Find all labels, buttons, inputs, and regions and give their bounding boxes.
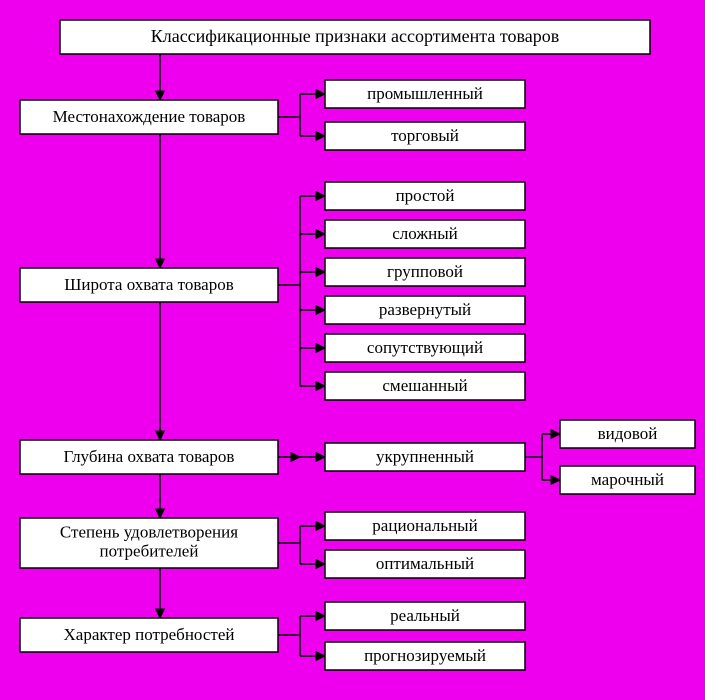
node-w_3: групповой xyxy=(325,258,525,286)
node-label: торговый xyxy=(391,126,459,145)
node-loc_2: торговый xyxy=(325,122,525,150)
node-label: развернутый xyxy=(379,300,471,319)
node-w_1: простой xyxy=(325,182,525,210)
node-width: Широта охвата товаров xyxy=(20,268,278,302)
node-n_1: реальный xyxy=(325,602,525,630)
node-label: укрупненный xyxy=(376,447,474,466)
node-label: Широта охвата товаров xyxy=(64,275,233,294)
node-label: Глубина охвата товаров xyxy=(64,447,235,466)
node-w_6: смешанный xyxy=(325,372,525,400)
node-label: промышленный xyxy=(367,84,483,103)
node-loc_1: промышленный xyxy=(325,80,525,108)
node-w_5: сопутствующий xyxy=(325,334,525,362)
node-w_2: сложный xyxy=(325,220,525,248)
node-label: смешанный xyxy=(382,376,467,395)
node-depth: Глубина охвата товаров xyxy=(20,440,278,474)
node-label: Характер потребностей xyxy=(64,625,235,644)
node-label: прогнозируемый xyxy=(364,646,486,665)
node-label-line2: потребителей xyxy=(100,541,199,560)
node-label: простой xyxy=(396,186,455,205)
node-d_1b: марочный xyxy=(560,466,695,494)
node-s_2: оптимальный xyxy=(325,550,525,578)
node-label: реальный xyxy=(390,606,460,625)
node-label: видовой xyxy=(598,424,658,443)
node-label: Местонахождение товаров xyxy=(53,107,246,126)
node-label: групповой xyxy=(387,262,463,281)
node-w_4: развернутый xyxy=(325,296,525,324)
node-label: сложный xyxy=(392,224,457,243)
node-need: Характер потребностей xyxy=(20,618,278,652)
node-n_2: прогнозируемый xyxy=(325,642,525,670)
node-loc: Местонахождение товаров xyxy=(20,100,278,134)
node-title: Классификационные признаки ассортимента … xyxy=(60,20,650,54)
node-s_1: рациональный xyxy=(325,512,525,540)
node-label: сопутствующий xyxy=(367,338,483,357)
node-label: оптимальный xyxy=(376,554,474,573)
node-label: Классификационные признаки ассортимента … xyxy=(151,26,560,46)
node-label: рациональный xyxy=(372,516,477,535)
node-d_1a: видовой xyxy=(560,420,695,448)
flowchart-canvas: Классификационные признаки ассортимента … xyxy=(0,0,705,700)
node-sat: Степень удовлетворенияпотребителей xyxy=(20,518,278,568)
node-d_1: укрупненный xyxy=(325,443,525,471)
node-label: марочный xyxy=(591,470,664,489)
node-label-line1: Степень удовлетворения xyxy=(60,523,238,542)
